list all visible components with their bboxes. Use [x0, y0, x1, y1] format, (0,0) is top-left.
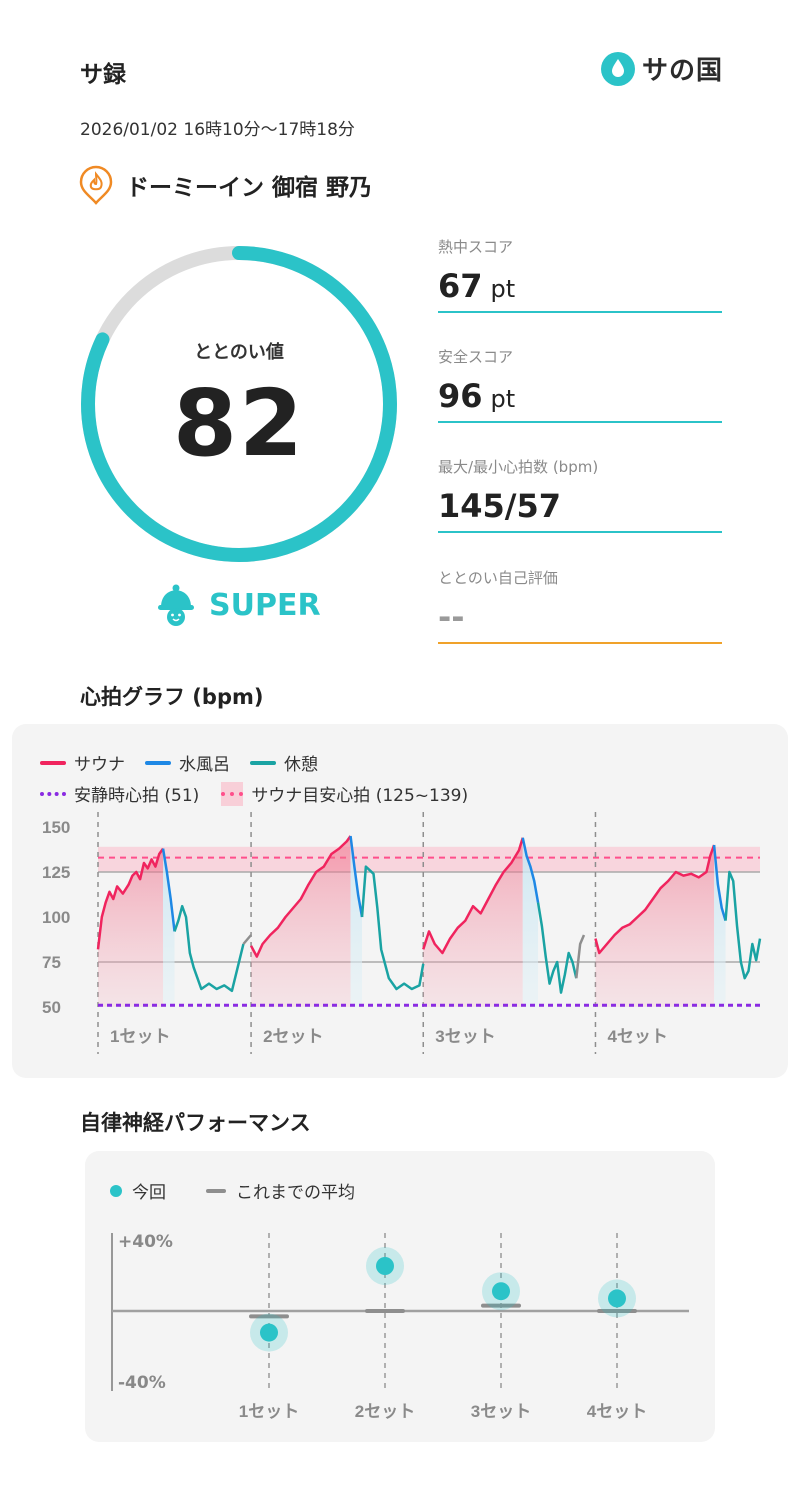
facility-name[interactable]: ドーミーイン 御宿 野乃 — [126, 175, 373, 201]
heart-rate-chart: 150 125 100 75 50 1セット 2セット 3セット 4セット — [42, 812, 762, 1054]
current-point — [492, 1282, 510, 1301]
target-band — [98, 846, 760, 872]
legend-target: サウナ目安心拍 (125~139) — [251, 786, 469, 806]
rest-line — [360, 865, 425, 991]
rank-badge: SUPER — [155, 583, 321, 627]
legend-rest: 休憩 — [284, 755, 318, 775]
heat-score-value: 67 pt — [438, 267, 516, 305]
sauna-area — [423, 837, 523, 1007]
target-swatch — [221, 781, 244, 806]
cold-line — [161, 848, 176, 932]
self-evaluation-value[interactable]: -- — [438, 598, 465, 636]
y-tick-label: 75 — [42, 953, 61, 972]
cold-swatch — [145, 760, 171, 765]
page-title: サ録 — [80, 62, 126, 88]
water-drop-icon — [601, 51, 635, 86]
divider — [438, 642, 722, 644]
set-label: 4セット — [587, 1402, 647, 1421]
facility-row[interactable]: ドーミーイン 御宿 野乃 — [78, 165, 372, 205]
set-label: 2セット — [263, 1027, 323, 1046]
resting-swatch — [40, 791, 66, 796]
safety-score-value: 96 pt — [438, 377, 516, 415]
totonoi-value: 82 — [172, 370, 306, 477]
sauna-swatch — [40, 760, 66, 765]
heart-legend: サウナ 水風呂 休憩 安静時心拍 (51) サウナ目安心拍 (125~139) — [40, 750, 468, 806]
rest-swatch — [250, 760, 276, 765]
set-label: 4セット — [607, 1027, 667, 1046]
heart-rate-label: 最大/最小心拍数 (bpm) — [438, 458, 599, 476]
current-point — [260, 1323, 278, 1342]
avg-marker — [249, 1314, 289, 1319]
rest-line — [724, 870, 762, 980]
avg-marker — [365, 1309, 405, 1313]
ans-chart: 1セット 2セット 3セット 4セット — [111, 1233, 689, 1421]
self-evaluation-label: ととのい自己評価 — [438, 569, 558, 587]
sauna-line — [249, 835, 352, 958]
cold-area — [522, 837, 539, 1007]
avg-marker — [481, 1303, 521, 1308]
heat-score-label: 熱中スコア — [438, 238, 514, 256]
current-dot — [110, 1184, 122, 1197]
progress-ring — [81, 246, 397, 562]
heart-graph-title: 心拍グラフ (bpm) — [80, 685, 264, 709]
y-tick-label: 50 — [42, 998, 61, 1017]
legend-sauna: サウナ — [74, 755, 125, 775]
divider — [438, 421, 722, 423]
safety-score-label: 安全スコア — [438, 348, 514, 366]
set-label: 3セット — [435, 1027, 495, 1046]
rank-label: SUPER — [209, 587, 321, 623]
sauna-line — [96, 847, 165, 950]
divider — [438, 531, 722, 533]
cold-area — [163, 848, 175, 1007]
avg-marker — [597, 1309, 637, 1313]
totonoi-label: ととのい値 — [194, 342, 284, 363]
heart-rate-value: 145/57 — [438, 487, 562, 525]
sauna-location-icon — [79, 165, 113, 205]
ans-y-bottom: -40% — [118, 1373, 166, 1393]
sauna-hat-icon — [158, 584, 194, 626]
divider — [438, 311, 722, 313]
y-tick-label: 125 — [42, 863, 70, 882]
brand-logo: サの国 — [600, 50, 723, 87]
transition-line — [242, 934, 253, 945]
cold-line — [521, 837, 540, 903]
set-label: 1セット — [239, 1402, 299, 1421]
sauna-area — [595, 845, 715, 1007]
cold-line — [712, 844, 727, 921]
ans-y-top: +40% — [118, 1232, 173, 1252]
ans-title: 自律神経パフォーマンス — [80, 1111, 311, 1135]
brand-name: サの国 — [642, 56, 724, 86]
rest-line — [173, 904, 245, 993]
totonoi-ring — [78, 243, 400, 565]
heart-rate-range: 最大/最小心拍数 (bpm) 145/57 — [438, 456, 722, 533]
sauna-line — [422, 837, 524, 955]
legend-resting: 安静時心拍 (51) — [74, 786, 200, 806]
session-datetime: 2026/01/02 16時10分〜17時18分 — [80, 120, 355, 140]
avg-bar — [206, 1188, 226, 1193]
y-tick-label: 100 — [42, 908, 70, 927]
set-label: 2セット — [355, 1402, 415, 1421]
set-label: 1セット — [110, 1027, 170, 1046]
heat-score: 熱中スコア 67 pt — [438, 236, 722, 313]
legend-avg: これまでの平均 — [236, 1183, 355, 1203]
cold-line — [349, 835, 364, 918]
current-point — [608, 1289, 626, 1308]
sauna-area — [98, 848, 164, 1007]
rest-line — [536, 902, 578, 994]
self-evaluation[interactable]: ととのい自己評価 -- — [438, 567, 722, 644]
cold-area — [350, 836, 363, 1007]
sauna-line — [594, 844, 716, 955]
set-label: 3セット — [471, 1402, 531, 1421]
legend-cold: 水風呂 — [179, 755, 230, 775]
y-tick-label: 150 — [42, 818, 70, 837]
transition-line — [575, 934, 586, 979]
safety-score: 安全スコア 96 pt — [438, 346, 722, 423]
sauna-area — [251, 836, 351, 1007]
current-point — [376, 1257, 394, 1275]
ans-legend: 今回 これまでの平均 — [110, 1178, 355, 1203]
legend-current: 今回 — [132, 1183, 166, 1203]
